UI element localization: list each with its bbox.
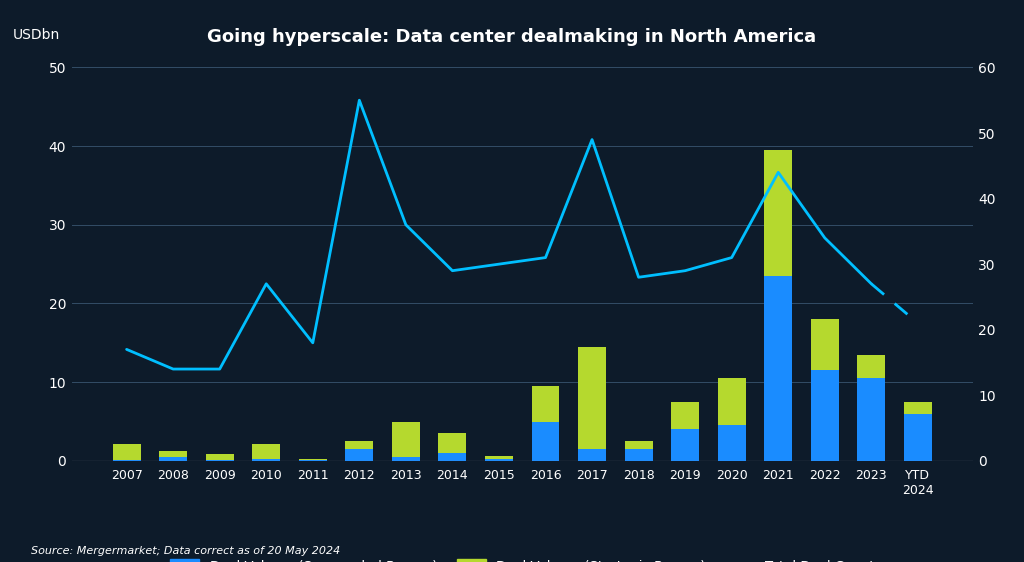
Bar — [345, 441, 374, 449]
Bar — [857, 378, 886, 461]
Bar — [671, 402, 699, 429]
Bar — [904, 414, 932, 461]
Bar — [764, 276, 793, 461]
Bar — [438, 453, 466, 461]
Bar — [625, 441, 652, 449]
Bar — [485, 459, 513, 461]
Bar — [531, 422, 559, 461]
Bar — [438, 433, 466, 453]
Bar — [718, 425, 745, 461]
Bar — [299, 459, 327, 460]
Bar — [531, 386, 559, 422]
Bar — [206, 454, 233, 460]
Bar — [159, 451, 187, 457]
Bar — [671, 429, 699, 461]
Bar — [392, 422, 420, 457]
Bar — [113, 445, 140, 460]
Bar — [579, 347, 606, 449]
Bar — [579, 449, 606, 461]
Bar — [718, 378, 745, 425]
Bar — [252, 459, 281, 461]
Bar — [159, 457, 187, 461]
Bar — [113, 460, 140, 461]
Text: Source: Mergermarket; Data correct as of 20 May 2024: Source: Mergermarket; Data correct as of… — [31, 546, 340, 556]
Bar — [904, 402, 932, 414]
Text: Going hyperscale: Data center dealmaking in North America: Going hyperscale: Data center dealmaking… — [208, 28, 816, 46]
Bar — [625, 449, 652, 461]
Bar — [811, 319, 839, 370]
Bar — [485, 456, 513, 459]
Bar — [857, 355, 886, 378]
Text: USDbn: USDbn — [13, 28, 60, 42]
Bar — [345, 449, 374, 461]
Bar — [392, 457, 420, 461]
Bar — [252, 443, 281, 459]
Bar — [811, 370, 839, 461]
Legend: Deal Volume (Sponsor-led Buyers), Deal Volume (Strategic Buyers), Total Deal Cou: Deal Volume (Sponsor-led Buyers), Deal V… — [165, 554, 880, 562]
Bar — [764, 150, 793, 276]
Bar — [206, 460, 233, 461]
